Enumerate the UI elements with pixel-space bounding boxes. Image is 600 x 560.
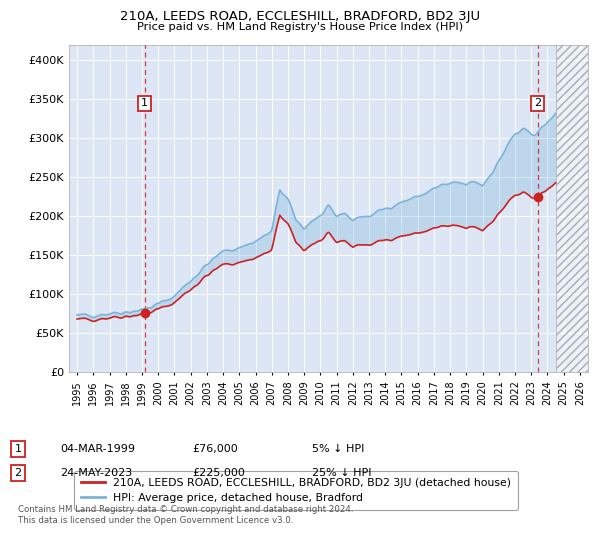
Text: £225,000: £225,000: [192, 468, 245, 478]
Text: Contains HM Land Registry data © Crown copyright and database right 2024.
This d: Contains HM Land Registry data © Crown c…: [18, 505, 353, 525]
Text: Price paid vs. HM Land Registry's House Price Index (HPI): Price paid vs. HM Land Registry's House …: [137, 22, 463, 32]
Bar: [556, 45, 600, 372]
Text: 210A, LEEDS ROAD, ECCLESHILL, BRADFORD, BD2 3JU: 210A, LEEDS ROAD, ECCLESHILL, BRADFORD, …: [120, 10, 480, 23]
Text: 5% ↓ HPI: 5% ↓ HPI: [312, 444, 364, 454]
Text: 2: 2: [14, 468, 22, 478]
Text: £76,000: £76,000: [192, 444, 238, 454]
Text: 1: 1: [141, 99, 148, 108]
Text: 04-MAR-1999: 04-MAR-1999: [60, 444, 135, 454]
Bar: [556, 45, 600, 372]
Text: 25% ↓ HPI: 25% ↓ HPI: [312, 468, 371, 478]
Text: 24-MAY-2023: 24-MAY-2023: [60, 468, 132, 478]
Text: 2: 2: [534, 99, 541, 108]
Text: 1: 1: [14, 444, 22, 454]
Legend: 210A, LEEDS ROAD, ECCLESHILL, BRADFORD, BD2 3JU (detached house), HPI: Average p: 210A, LEEDS ROAD, ECCLESHILL, BRADFORD, …: [74, 471, 518, 510]
